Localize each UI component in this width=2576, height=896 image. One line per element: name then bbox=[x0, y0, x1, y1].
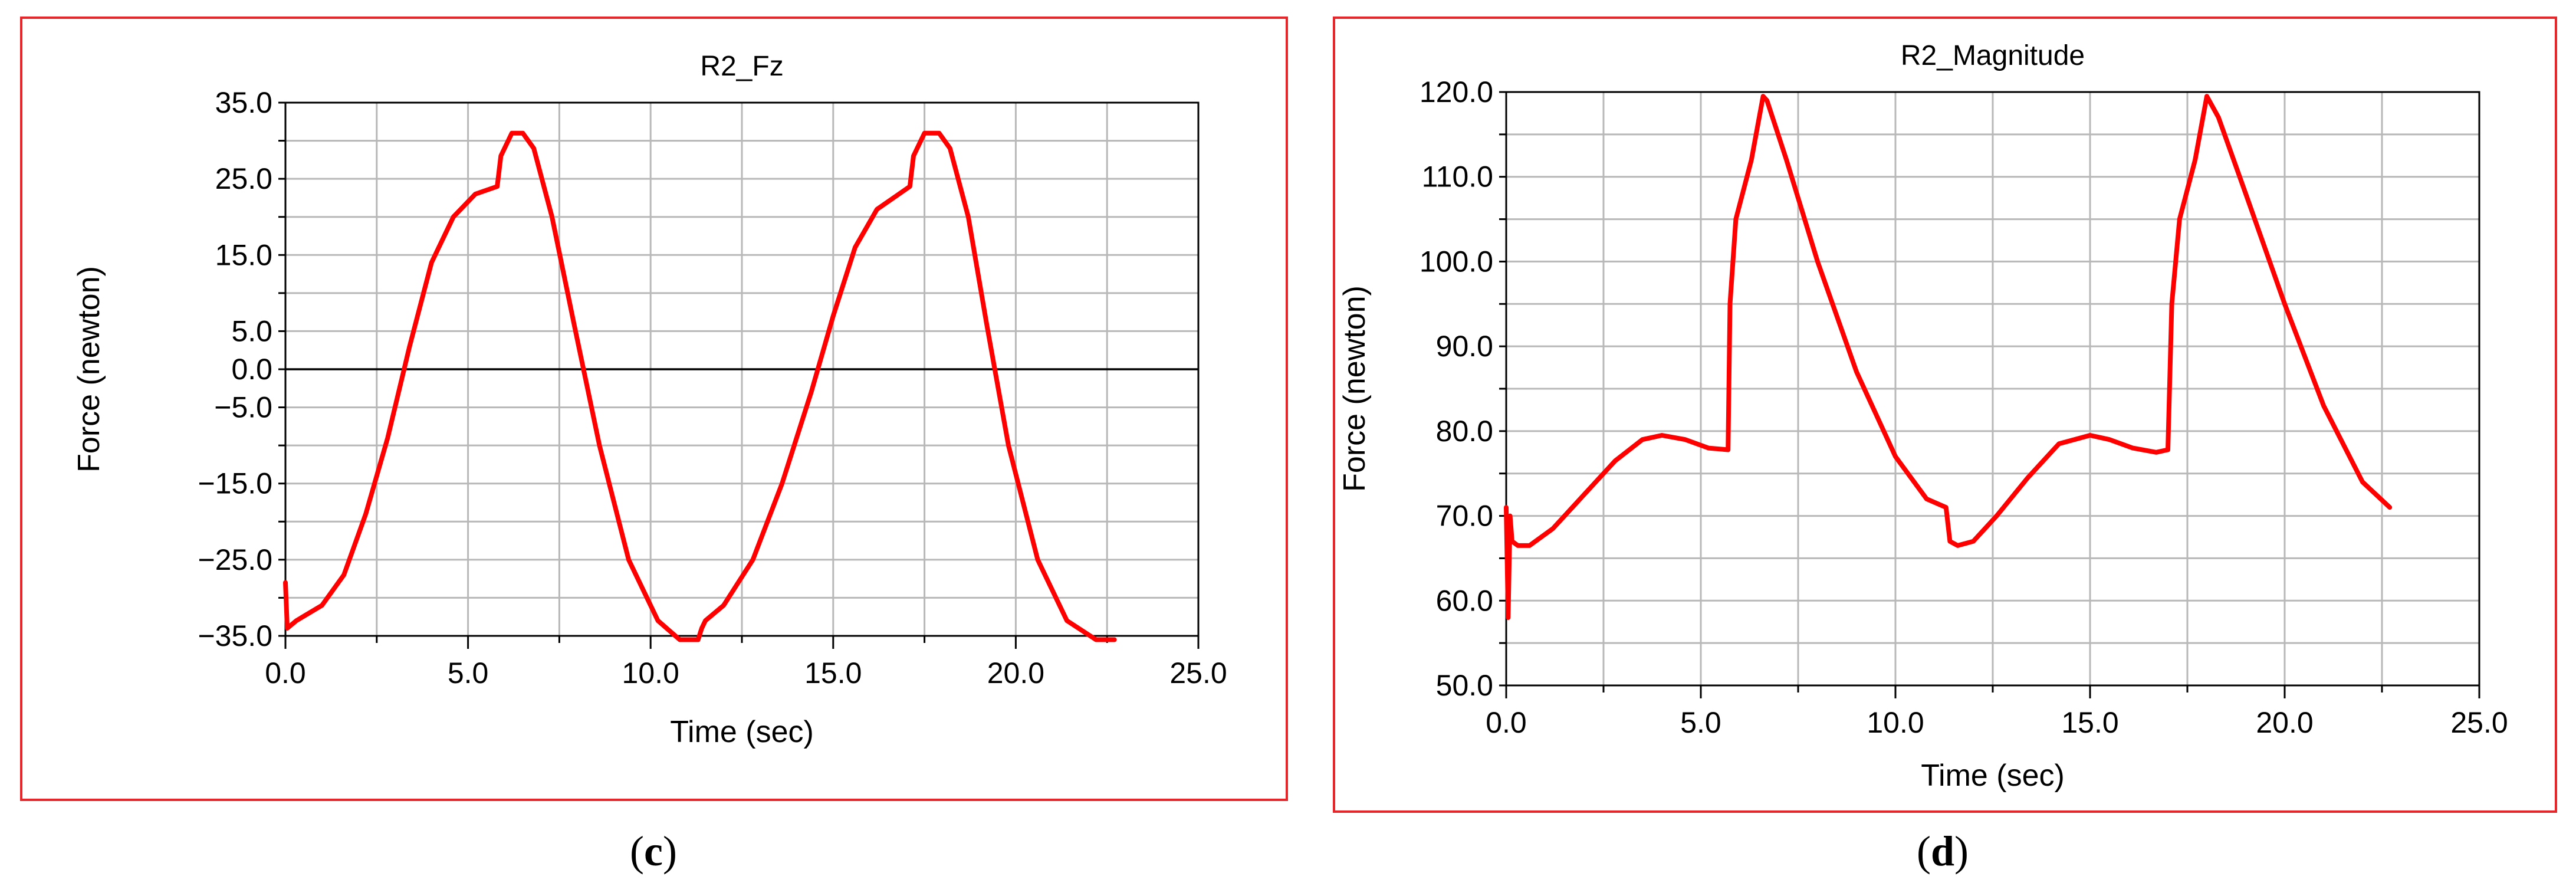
x-tick-label: 0.0 bbox=[265, 657, 306, 690]
chart-panel-d: 120.0 110.0 100.0 90.0 80.0 70.0 60.0 50.0 0.0 5.… bbox=[1333, 17, 2557, 813]
caption-d: (d) bbox=[1917, 828, 1969, 875]
y-tick-label: −5.0 bbox=[214, 391, 272, 424]
y-tick-label: 110.0 bbox=[1422, 160, 1493, 193]
r2-magnitude-chart: 120.0 110.0 100.0 90.0 80.0 70.0 60.0 50.0 0.0 5.… bbox=[1338, 40, 2508, 793]
x-tick-label: 5.0 bbox=[448, 657, 489, 690]
y-tick-label: −25.0 bbox=[198, 543, 272, 576]
r2-fz-chart: 35.0 25.0 15.0 5.0 0.0 −5.0 −15.0 −25.0 −35.0 0.0… bbox=[72, 51, 1227, 749]
x-tick-label: 25.0 bbox=[2450, 706, 2508, 739]
chart-title: R2_Fz bbox=[700, 51, 783, 82]
y-tick-label: 120.0 bbox=[1420, 76, 1493, 109]
y-tick-label: −15.0 bbox=[198, 467, 272, 500]
x-tick-label: 5.0 bbox=[1680, 706, 1721, 739]
y-tick-label: 35.0 bbox=[215, 86, 272, 119]
y-tick-label: 100.0 bbox=[1420, 245, 1493, 278]
x-tick-label: 20.0 bbox=[987, 657, 1044, 690]
data-series-line bbox=[1504, 94, 2393, 620]
chart-panel-c: 35.0 25.0 15.0 5.0 0.0 −5.0 −15.0 −25.0 −35.0 0.0… bbox=[20, 17, 1288, 801]
y-tick-label: 5.0 bbox=[231, 314, 272, 347]
y-axis-label: Force (newton) bbox=[72, 266, 106, 472]
y-tick-label: 90.0 bbox=[1436, 330, 1493, 363]
x-tick-label: 25.0 bbox=[1169, 657, 1227, 690]
y-tick-label: 0.0 bbox=[231, 353, 272, 386]
x-tick-label: 0.0 bbox=[1486, 706, 1527, 739]
y-tick-label: 25.0 bbox=[215, 162, 272, 195]
x-axis-label: Time (sec) bbox=[670, 715, 814, 749]
y-tick-label: −35.0 bbox=[198, 619, 272, 652]
caption-c: (c) bbox=[630, 828, 677, 875]
y-tick-label: 50.0 bbox=[1436, 669, 1493, 702]
y-tick-label: 15.0 bbox=[215, 238, 272, 271]
x-axis-label: Time (sec) bbox=[1921, 759, 2065, 793]
x-tick-label: 20.0 bbox=[2256, 706, 2313, 739]
y-tick-label: 60.0 bbox=[1436, 584, 1493, 617]
y-axis-label: Force (newton) bbox=[1338, 285, 1372, 492]
x-tick-label: 15.0 bbox=[804, 657, 862, 690]
x-tick-label: 15.0 bbox=[2061, 706, 2118, 739]
data-series-line bbox=[283, 130, 1117, 642]
y-tick-label: 80.0 bbox=[1436, 415, 1493, 448]
x-tick-label: 10.0 bbox=[622, 657, 679, 690]
y-tick-label: 70.0 bbox=[1436, 500, 1493, 533]
x-tick-label: 10.0 bbox=[1867, 706, 1924, 739]
chart-title: R2_Magnitude bbox=[1901, 40, 2085, 71]
